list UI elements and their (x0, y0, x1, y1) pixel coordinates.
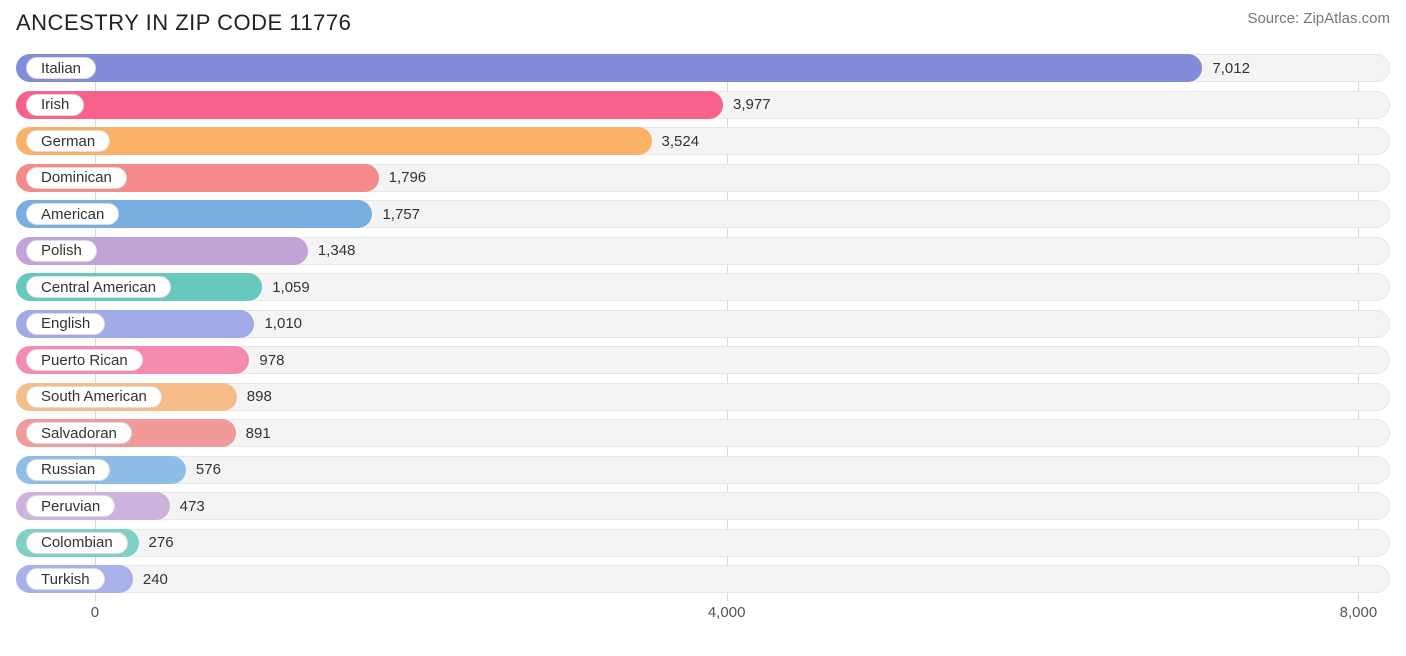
bar-value: 1,059 (262, 273, 310, 301)
chart-source: Source: ZipAtlas.com (1247, 10, 1390, 27)
bar-label: German (26, 130, 110, 152)
bar-fill (16, 54, 1202, 82)
bar-value: 7,012 (1202, 54, 1250, 82)
bar-fill (16, 127, 652, 155)
bar-track (16, 492, 1390, 520)
bar-label: Colombian (26, 532, 128, 554)
bar-row: Salvadoran 891 (16, 419, 1390, 447)
plot-area: Italian 7,012 Irish 3,977 German 3,524 Dominic… (16, 54, 1390, 626)
bar-row: South American 898 (16, 383, 1390, 411)
bar-value: 473 (170, 492, 205, 520)
bar-row: Italian 7,012 (16, 54, 1390, 82)
bar-row: Polish 1,348 (16, 237, 1390, 265)
bar-value: 3,524 (652, 127, 700, 155)
x-axis-tick: 4,000 (708, 604, 746, 621)
x-axis-tick: 0 (91, 604, 99, 621)
bar-value: 898 (237, 383, 272, 411)
bar-track (16, 529, 1390, 557)
bar-label: English (26, 313, 105, 335)
bar-row: Russian 576 (16, 456, 1390, 484)
bar-value: 1,010 (254, 310, 302, 338)
bar-label: American (26, 203, 119, 225)
chart-title: ANCESTRY IN ZIP CODE 11776 (16, 10, 351, 36)
bar-row: American 1,757 (16, 200, 1390, 228)
bar-label: Puerto Rican (26, 349, 143, 371)
x-axis-tick: 8,000 (1340, 604, 1378, 621)
bar-value: 978 (249, 346, 284, 374)
bar-row: Dominican 1,796 (16, 164, 1390, 192)
bar-row: Peruvian 473 (16, 492, 1390, 520)
bar-label: Turkish (26, 568, 105, 590)
bar-row: Puerto Rican 978 (16, 346, 1390, 374)
bar-row: Irish 3,977 (16, 91, 1390, 119)
bar-value: 576 (186, 456, 221, 484)
bar-track (16, 565, 1390, 593)
bar-label: South American (26, 386, 162, 408)
chart-header: ANCESTRY IN ZIP CODE 11776 Source: ZipAt… (16, 10, 1390, 36)
bar-value: 240 (133, 565, 168, 593)
bar-row: Turkish 240 (16, 565, 1390, 593)
bar-value: 891 (236, 419, 271, 447)
bar-value: 1,348 (308, 237, 356, 265)
bar-label: Italian (26, 57, 96, 79)
bar-label: Irish (26, 94, 84, 116)
bars-container: Italian 7,012 Irish 3,977 German 3,524 Dominic… (16, 54, 1390, 593)
bar-row: German 3,524 (16, 127, 1390, 155)
bar-value: 1,796 (379, 164, 427, 192)
bar-track (16, 456, 1390, 484)
x-axis: 0 4,000 8,000 (16, 602, 1390, 626)
bar-row: Central American 1,059 (16, 273, 1390, 301)
bar-fill (16, 91, 723, 119)
bar-label: Salvadoran (26, 422, 132, 444)
bar-row: Colombian 276 (16, 529, 1390, 557)
ancestry-bar-chart: ANCESTRY IN ZIP CODE 11776 Source: ZipAt… (0, 0, 1406, 656)
bar-label: Russian (26, 459, 110, 481)
bar-row: English 1,010 (16, 310, 1390, 338)
bar-value: 1,757 (372, 200, 420, 228)
bar-value: 3,977 (723, 91, 771, 119)
bar-label: Peruvian (26, 495, 115, 517)
bar-label: Central American (26, 276, 171, 298)
bar-value: 276 (139, 529, 174, 557)
bar-label: Polish (26, 240, 97, 262)
bar-label: Dominican (26, 167, 127, 189)
